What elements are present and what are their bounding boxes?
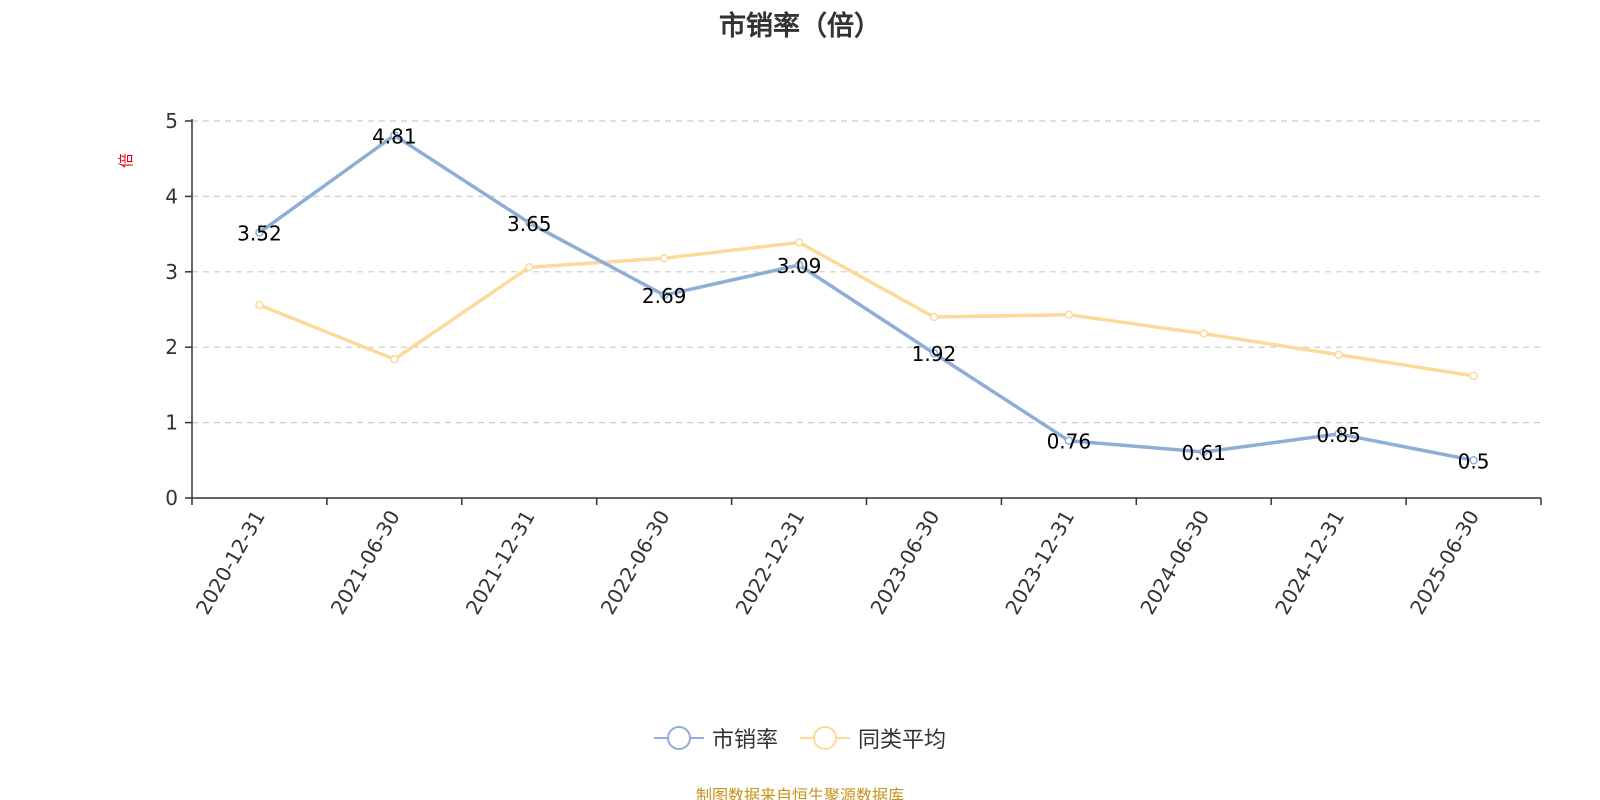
x-tick-label: 2021-06-30 xyxy=(326,506,405,619)
y-tick-label: 5 xyxy=(165,109,178,133)
chart-title: 市销率（倍） xyxy=(719,11,881,42)
legend-line-marker-icon xyxy=(653,725,704,751)
data-point-2 xyxy=(1469,371,1478,381)
data-label: 3.52 xyxy=(237,222,282,246)
x-tick-label: 2020-12-31 xyxy=(191,506,270,619)
data-label: 2.69 xyxy=(642,284,687,308)
x-tick-label: 2022-12-31 xyxy=(731,506,810,619)
data-point-2 xyxy=(525,263,534,272)
data-source-note: 制图数据来自恒生聚源数据库 xyxy=(695,786,904,800)
data-label: 3.09 xyxy=(777,254,822,278)
data-label: 0.85 xyxy=(1316,423,1361,447)
data-point-2 xyxy=(929,312,939,322)
y-tick-label: 0 xyxy=(165,486,178,510)
data-point-2 xyxy=(1064,310,1074,320)
x-tick-label: 2024-06-30 xyxy=(1135,506,1214,619)
legend-dot-1 xyxy=(666,726,691,750)
data-point-2 xyxy=(659,253,669,263)
x-tick-label: 2023-06-30 xyxy=(865,506,944,619)
legend-item-series-2[interactable]: 同类平均 xyxy=(800,722,946,754)
x-tick-label: 2021-12-31 xyxy=(461,506,540,619)
data-label: 0.61 xyxy=(1181,441,1226,465)
x-tick-label: 2022-06-30 xyxy=(596,506,675,619)
y-tick-label: 3 xyxy=(165,260,178,284)
legend-label: 市销率 xyxy=(711,728,778,753)
series-line-1 xyxy=(257,133,1476,463)
legend-item-series-1[interactable]: 市销率 xyxy=(653,722,778,754)
y-tick-label: 2 xyxy=(165,335,178,359)
legend-line-marker-icon xyxy=(800,725,850,751)
data-label: 1.92 xyxy=(912,342,957,366)
data-point-2 xyxy=(1199,329,1208,338)
data-point-2 xyxy=(794,238,804,247)
data-point-1 xyxy=(794,260,804,270)
chart-legend: 市销率 同类平均 xyxy=(0,722,1600,754)
data-point-1 xyxy=(1334,429,1343,439)
data-point-2 xyxy=(390,355,399,364)
legend-label: 同类平均 xyxy=(858,728,947,753)
data-point-1 xyxy=(255,228,264,237)
data-point-1 xyxy=(390,131,399,140)
data-point-1 xyxy=(525,218,534,228)
data-label: 0.5 xyxy=(1458,449,1490,473)
data-point-2 xyxy=(255,300,264,310)
x-tick-label: 2023-12-31 xyxy=(1000,506,1079,619)
data-label: 4.81 xyxy=(372,124,417,148)
data-point-1 xyxy=(1469,456,1478,465)
legend-dot-2 xyxy=(813,726,837,750)
data-point-1 xyxy=(1199,447,1208,457)
series-line-2 xyxy=(257,240,1476,378)
y-tick-label: 1 xyxy=(165,411,178,435)
data-point-1 xyxy=(659,290,669,300)
data-label: 3.65 xyxy=(507,212,552,236)
data-label: 0.76 xyxy=(1047,430,1092,454)
data-point-1 xyxy=(1064,436,1074,445)
x-tick-label: 2025-06-30 xyxy=(1405,506,1484,619)
data-point-2 xyxy=(1334,350,1343,359)
data-point-1 xyxy=(929,348,939,358)
x-tick-label: 2024-12-31 xyxy=(1270,506,1349,619)
y-tick-label: 4 xyxy=(165,184,178,208)
